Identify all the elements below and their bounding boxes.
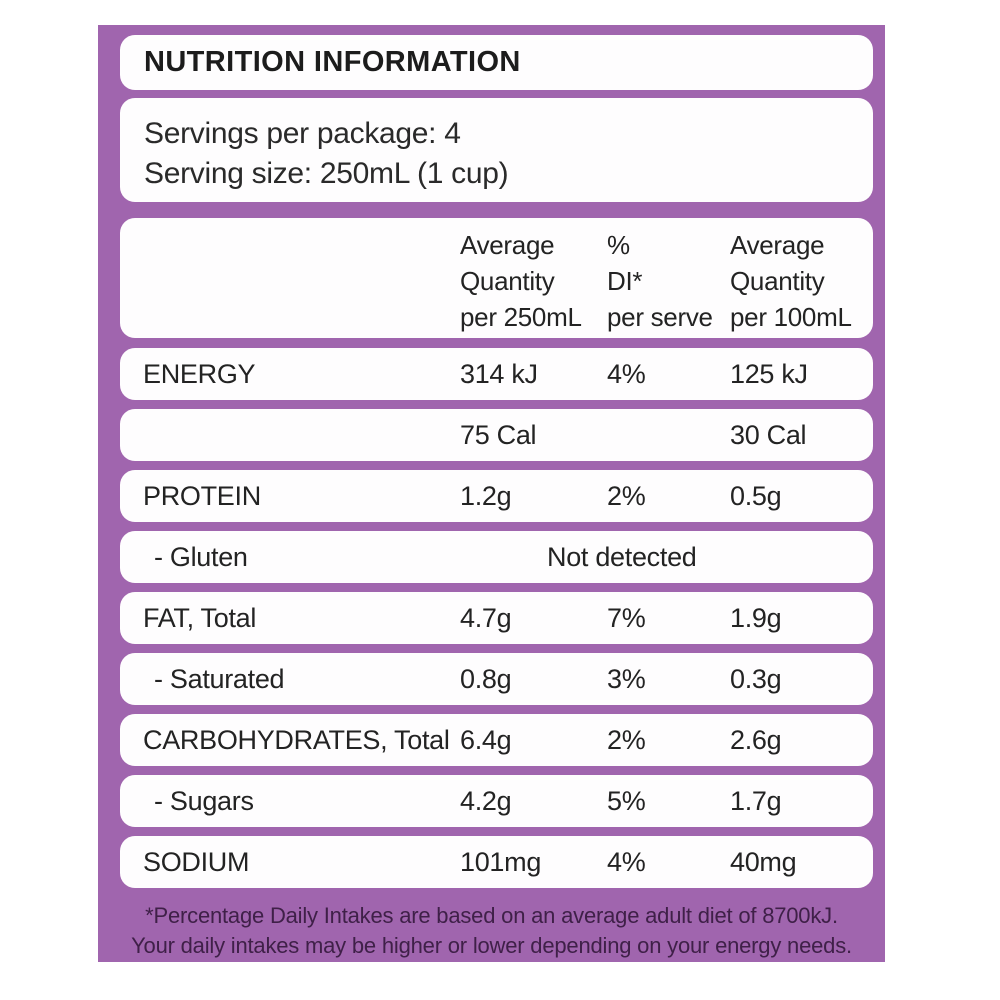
panel-title: NUTRITION INFORMATION xyxy=(144,46,521,78)
value-per-100ml: 1.9g xyxy=(730,602,782,633)
nutrient-label: FAT, Total xyxy=(143,602,257,633)
column-header-row: Average Quantity per 250mL % DI* per ser… xyxy=(120,218,873,338)
header-line: % xyxy=(607,230,630,260)
value-per-100ml: 2.6g xyxy=(730,724,782,755)
table-row: PROTEIN 1.2g 2% 0.5g xyxy=(120,470,873,522)
header-line: per serve xyxy=(607,302,713,332)
value-per-100ml: 1.7g xyxy=(730,785,782,816)
nutrient-rows: ENERGY 314 kJ 4% 125 kJ 75 Cal 30 Cal PROTEIN 1… xyxy=(120,348,873,888)
nutrient-label: PROTEIN xyxy=(143,480,261,511)
table-row: FAT, Total 4.7g 7% 1.9g xyxy=(120,592,873,644)
header-line: Average xyxy=(460,230,555,260)
header-percent-di: % DI* per serve xyxy=(607,227,730,335)
nutrition-panel: NUTRITION INFORMATION Servings per packa… xyxy=(98,25,885,962)
table-row: - Sugars 4.2g 5% 1.7g xyxy=(120,775,873,827)
footnote: *Percentage Daily Intakes are based on a… xyxy=(115,901,868,961)
footnote-line-1: *Percentage Daily Intakes are based on a… xyxy=(145,903,838,928)
header-line: per 250mL xyxy=(460,302,582,332)
header-line: DI* xyxy=(607,266,643,296)
servings-card: Servings per package: 4 Serving size: 25… xyxy=(120,98,873,202)
footnote-line-2: Your daily intakes may be higher or lowe… xyxy=(131,933,852,958)
header-line: per 100mL xyxy=(730,302,852,332)
value-per-100ml: 30 Cal xyxy=(730,419,807,450)
nutrient-label: SODIUM xyxy=(143,846,250,877)
value-per-250ml: 1.2g xyxy=(460,480,512,511)
value-per-100ml: 0.3g xyxy=(730,663,782,694)
servings-per-package: Servings per package: 4 xyxy=(144,117,461,150)
header-line: Average xyxy=(730,230,825,260)
value-per-250ml: 75 Cal xyxy=(460,419,537,450)
panel-title-card: NUTRITION INFORMATION xyxy=(120,35,873,90)
header-avg-quantity-100ml: Average Quantity per 100mL xyxy=(730,227,873,335)
table-row: - Gluten Not detected xyxy=(120,531,873,583)
nutrient-label: - Sugars xyxy=(154,785,254,816)
header-line: Quantity xyxy=(730,266,825,296)
value-per-250ml: 0.8g xyxy=(460,663,512,694)
header-line: Quantity xyxy=(460,266,555,296)
value-per-250ml: 4.7g xyxy=(460,602,512,633)
nutrient-label: - Saturated xyxy=(154,663,285,694)
header-avg-quantity-250ml: Average Quantity per 250mL xyxy=(460,227,607,335)
table-row: ENERGY 314 kJ 4% 125 kJ xyxy=(120,348,873,400)
table-row: 75 Cal 30 Cal xyxy=(120,409,873,461)
value-percent-di: 2% xyxy=(607,480,646,511)
value-per-100ml: 40mg xyxy=(730,846,797,877)
nutrient-span-value: Not detected xyxy=(547,541,697,572)
table-row: CARBOHYDRATES, Total 6.4g 2% 2.6g xyxy=(120,714,873,766)
value-percent-di: 7% xyxy=(607,602,646,633)
value-percent-di: 3% xyxy=(607,663,646,694)
table-row: SODIUM 101mg 4% 40mg xyxy=(120,836,873,888)
value-percent-di: 2% xyxy=(607,724,646,755)
table-row: - Saturated 0.8g 3% 0.3g xyxy=(120,653,873,705)
value-per-250ml: 6.4g xyxy=(460,724,512,755)
value-percent-di: 4% xyxy=(607,358,646,389)
value-per-250ml: 101mg xyxy=(460,846,542,877)
nutrient-label: - Gluten xyxy=(154,541,248,572)
value-per-100ml: 125 kJ xyxy=(730,358,808,389)
value-per-100ml: 0.5g xyxy=(730,480,782,511)
value-percent-di: 5% xyxy=(607,785,646,816)
value-per-250ml: 314 kJ xyxy=(460,358,538,389)
serving-size: Serving size: 250mL (1 cup) xyxy=(144,157,509,190)
value-percent-di: 4% xyxy=(607,846,646,877)
nutrient-label: ENERGY xyxy=(143,358,256,389)
nutrient-label: CARBOHYDRATES, Total xyxy=(143,724,450,755)
value-per-250ml: 4.2g xyxy=(460,785,512,816)
